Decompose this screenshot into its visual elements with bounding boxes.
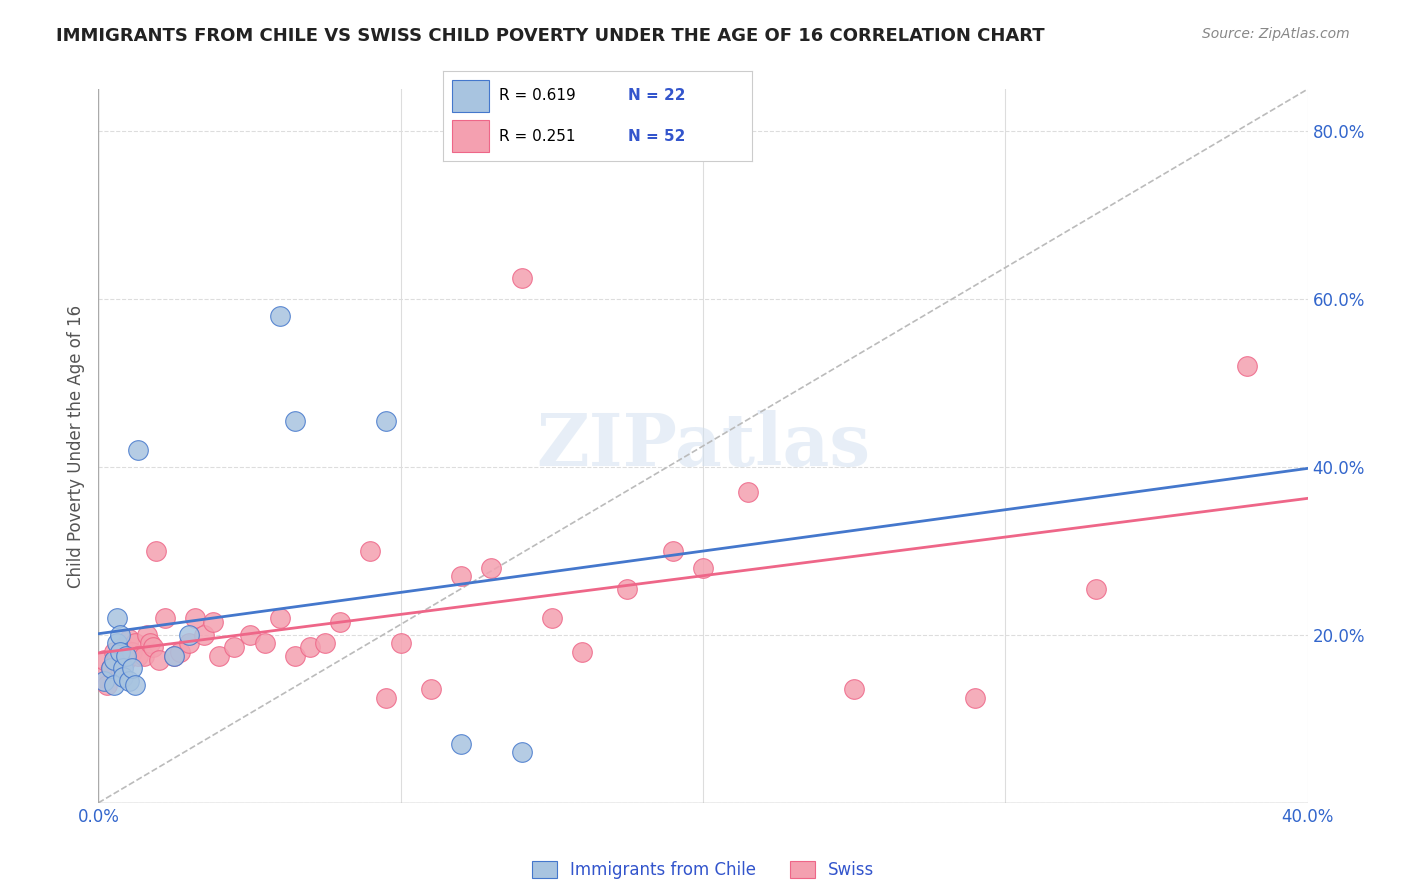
Point [420, 682, 443, 697]
Point [450, 569, 472, 583]
Text: N = 52: N = 52 [628, 129, 686, 144]
Point [93, 653, 115, 667]
Text: IMMIGRANTS FROM CHILE VS SWISS CHILD POVERTY UNDER THE AGE OF 16 CORRELATION CHA: IMMIGRANTS FROM CHILE VS SWISS CHILD POV… [56, 27, 1045, 45]
Text: ZIPatlas: ZIPatlas [536, 410, 870, 482]
Point [114, 648, 136, 663]
Text: Source: ZipAtlas.com: Source: ZipAtlas.com [1202, 27, 1350, 41]
Point [540, 611, 562, 625]
Point [111, 661, 134, 675]
Point [450, 737, 472, 751]
Point [1085, 582, 1108, 596]
Point [299, 640, 322, 655]
Point [103, 645, 125, 659]
Point [124, 678, 146, 692]
FancyBboxPatch shape [453, 80, 489, 112]
Point [374, 414, 396, 428]
Point [284, 648, 307, 663]
Point [90, 670, 112, 684]
Point [139, 636, 162, 650]
Point [108, 628, 131, 642]
Point [481, 560, 503, 574]
Legend: Immigrants from Chile, Swiss: Immigrants from Chile, Swiss [526, 854, 880, 886]
Point [111, 670, 134, 684]
Point [114, 653, 136, 667]
Point [153, 611, 176, 625]
Point [661, 544, 683, 558]
Point [360, 544, 382, 558]
Point [239, 628, 262, 642]
Point [105, 648, 128, 663]
Point [510, 271, 533, 285]
Point [169, 645, 191, 659]
Point [111, 640, 134, 655]
Text: N = 22: N = 22 [628, 88, 686, 103]
Point [145, 544, 167, 558]
Point [118, 632, 141, 646]
Point [103, 653, 125, 667]
Point [132, 648, 155, 663]
Point [208, 648, 231, 663]
Point [108, 661, 131, 675]
Y-axis label: Child Poverty Under the Age of 16: Child Poverty Under the Age of 16 [66, 304, 84, 588]
Point [163, 648, 186, 663]
Point [127, 648, 149, 663]
Point [692, 560, 714, 574]
Point [148, 653, 170, 667]
Point [844, 682, 866, 697]
Point [135, 628, 157, 642]
Point [510, 746, 533, 760]
Point [269, 309, 291, 323]
Point [737, 485, 759, 500]
Point [374, 690, 396, 705]
Point [202, 615, 225, 630]
Point [314, 636, 336, 650]
Point [571, 645, 593, 659]
Point [224, 640, 246, 655]
Point [96, 678, 118, 692]
Point [184, 611, 207, 625]
Point [127, 443, 149, 458]
Point [124, 636, 146, 650]
Text: R = 0.619: R = 0.619 [499, 88, 575, 103]
Point [389, 636, 412, 650]
Point [329, 615, 352, 630]
Point [284, 414, 307, 428]
Text: R = 0.251: R = 0.251 [499, 129, 575, 144]
Point [93, 674, 115, 689]
Point [103, 678, 125, 692]
Point [163, 648, 186, 663]
Point [253, 636, 276, 650]
Point [105, 611, 128, 625]
Point [118, 674, 141, 689]
Point [179, 628, 201, 642]
Point [616, 582, 638, 596]
Point [193, 628, 215, 642]
FancyBboxPatch shape [453, 120, 489, 152]
Point [965, 690, 987, 705]
Point [179, 636, 201, 650]
Point [269, 611, 291, 625]
Point [100, 661, 122, 675]
Point [100, 661, 122, 675]
Point [142, 640, 165, 655]
Point [1236, 359, 1258, 374]
Point [121, 661, 143, 675]
Point [121, 645, 143, 659]
Point [105, 636, 128, 650]
Point [108, 645, 131, 659]
